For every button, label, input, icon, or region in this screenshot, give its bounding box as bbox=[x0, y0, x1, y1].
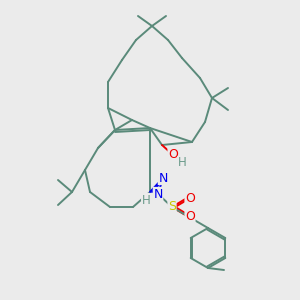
Text: H: H bbox=[142, 194, 150, 206]
Text: O: O bbox=[168, 148, 178, 161]
Text: N: N bbox=[153, 188, 163, 200]
Text: H: H bbox=[178, 157, 186, 169]
Text: N: N bbox=[158, 172, 168, 184]
Text: S: S bbox=[168, 200, 176, 214]
Text: O: O bbox=[185, 209, 195, 223]
Text: O: O bbox=[185, 191, 195, 205]
